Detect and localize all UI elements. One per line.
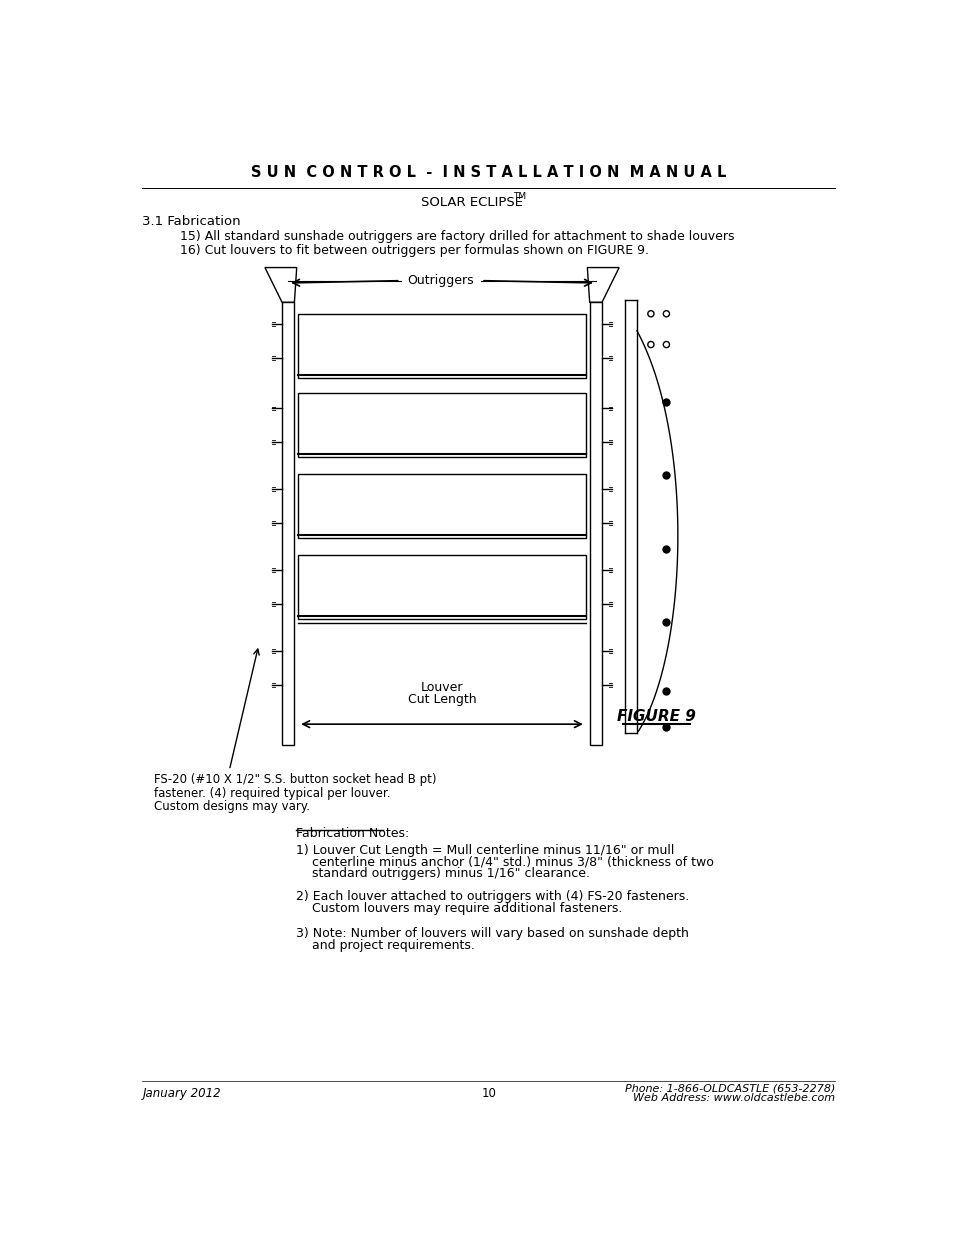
Text: January 2012: January 2012 (142, 1087, 221, 1100)
Text: standard outriggers) minus 1/16" clearance.: standard outriggers) minus 1/16" clearan… (295, 867, 589, 881)
Text: Web Address: www.oldcastlebe.com: Web Address: www.oldcastlebe.com (633, 1093, 835, 1103)
Text: Louver: Louver (420, 680, 463, 694)
Text: S U N  C O N T R O L  -  I N S T A L L A T I O N  M A N U A L: S U N C O N T R O L - I N S T A L L A T … (251, 165, 726, 180)
Text: and project requirements.: and project requirements. (295, 939, 475, 952)
Text: Custom designs may vary.: Custom designs may vary. (154, 799, 310, 813)
Text: centerline minus anchor (1/4" std.) minus 3/8" (thickness of two: centerline minus anchor (1/4" std.) minu… (295, 856, 713, 869)
Text: Outriggers: Outriggers (407, 274, 474, 288)
Text: 16) Cut louvers to fit between outriggers per formulas shown on FIGURE 9.: 16) Cut louvers to fit between outrigger… (179, 245, 648, 257)
Bar (298, 393, 585, 457)
Text: Fabrication Notes:: Fabrication Notes: (295, 827, 409, 840)
Bar (589, 303, 601, 745)
Text: TM: TM (513, 193, 525, 201)
Polygon shape (265, 268, 296, 303)
Bar (298, 314, 585, 378)
Text: FIGURE 9: FIGURE 9 (617, 709, 695, 724)
Text: Phone: 1-866-OLDCASTLE (653-2278): Phone: 1-866-OLDCASTLE (653-2278) (624, 1083, 835, 1093)
Text: FS-20 (#10 X 1/2" S.S. button socket head B pt): FS-20 (#10 X 1/2" S.S. button socket hea… (154, 773, 436, 787)
Text: 3) Note: Number of louvers will vary based on sunshade depth: 3) Note: Number of louvers will vary bas… (295, 927, 688, 940)
Text: fastener. (4) required typical per louver.: fastener. (4) required typical per louve… (154, 787, 390, 799)
Text: 2) Each louver attached to outriggers with (4) FS-20 fasteners.: 2) Each louver attached to outriggers wi… (295, 890, 688, 904)
Text: SOLAR ECLIPSE: SOLAR ECLIPSE (420, 195, 522, 209)
Text: Cut Length: Cut Length (407, 693, 476, 706)
Text: Custom louvers may require additional fasteners.: Custom louvers may require additional fa… (295, 902, 621, 915)
Text: 1) Louver Cut Length = Mull centerline minus 11/16" or mull: 1) Louver Cut Length = Mull centerline m… (295, 845, 674, 857)
Polygon shape (587, 268, 618, 303)
Text: 15) All standard sunshade outriggers are factory drilled for attachment to shade: 15) All standard sunshade outriggers are… (179, 230, 734, 243)
Bar (298, 474, 585, 537)
Text: 10: 10 (481, 1087, 496, 1100)
Bar (282, 303, 294, 745)
Text: 3.1 Fabrication: 3.1 Fabrication (142, 215, 241, 227)
Bar (298, 555, 585, 619)
